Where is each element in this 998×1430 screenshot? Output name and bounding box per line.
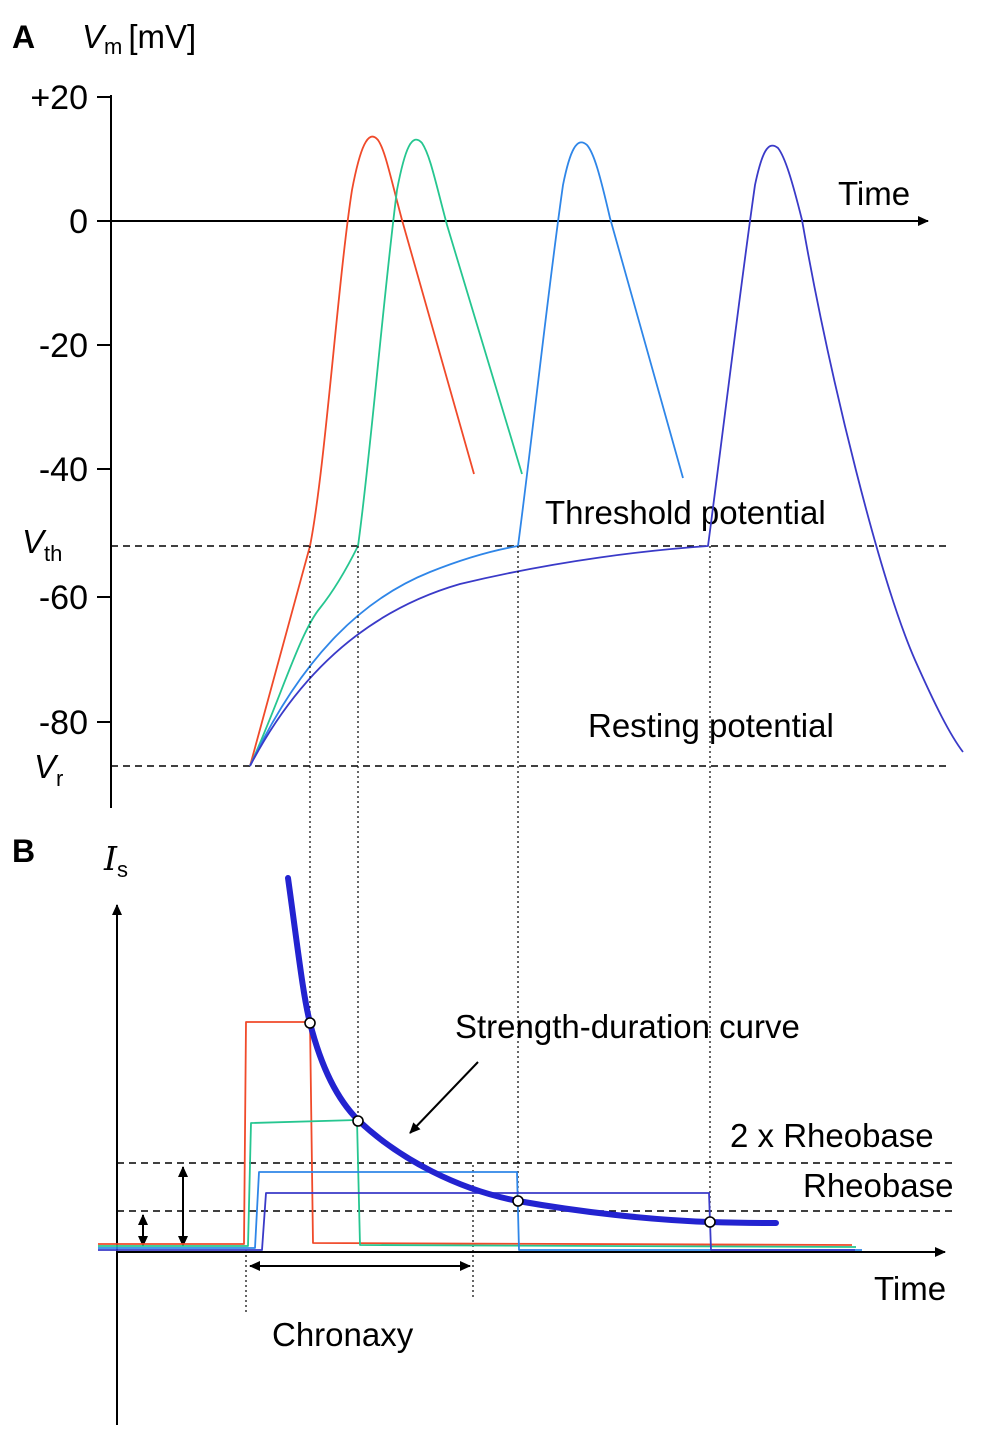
tick-label: +20 xyxy=(30,79,88,117)
pulse-2 xyxy=(98,1119,857,1248)
v-th-label: Vth xyxy=(22,523,62,566)
tick-label: 0 xyxy=(69,203,88,241)
curve-pointer-arrow xyxy=(409,1061,479,1134)
chronaxy-label: Chronaxy xyxy=(272,1316,414,1353)
panel-a-tick-marks xyxy=(97,96,111,723)
tick-label: -80 xyxy=(39,704,88,742)
panel-b-y-axis-title: Is xyxy=(103,839,128,882)
panel-b-label: B xyxy=(12,833,35,869)
panel-a-time-label: Time xyxy=(838,175,910,212)
rheobase-2x-label: 2 x Rheobase xyxy=(730,1117,934,1154)
tick-label: -20 xyxy=(39,327,88,365)
pulse-3 xyxy=(98,1171,862,1251)
rheobase-label: Rheobase xyxy=(803,1167,953,1204)
panel-b-time-label: Time xyxy=(874,1270,946,1307)
trace-4 xyxy=(249,144,964,767)
curve-points xyxy=(304,1017,716,1228)
threshold-label: Threshold potential xyxy=(545,494,826,531)
panel-b: B Is Time 2 x Rheobase Rheobase St xyxy=(12,833,953,1425)
panel-a-y-axis-title: Vm [mV] xyxy=(82,18,196,59)
curve-point xyxy=(352,1115,364,1127)
trace-1 xyxy=(249,135,475,767)
trace-2 xyxy=(249,138,523,767)
strength-duration-label: Strength-duration curve xyxy=(455,1008,800,1045)
trace-3 xyxy=(249,141,684,767)
panel-a: A Vm [mV] +20 0 -20 -40 -60 -80 Vth Vr xyxy=(12,18,964,808)
curve-point xyxy=(704,1216,716,1228)
v-r-label: Vr xyxy=(34,748,63,791)
resting-label: Resting potential xyxy=(588,707,834,744)
panel-a-label: A xyxy=(12,19,35,55)
tick-label: -40 xyxy=(39,451,88,489)
curve-point xyxy=(512,1195,524,1207)
connecting-lines xyxy=(245,546,711,1315)
curve-point xyxy=(304,1017,316,1029)
pulse-1 xyxy=(98,1021,853,1246)
tick-label: -60 xyxy=(39,579,88,617)
